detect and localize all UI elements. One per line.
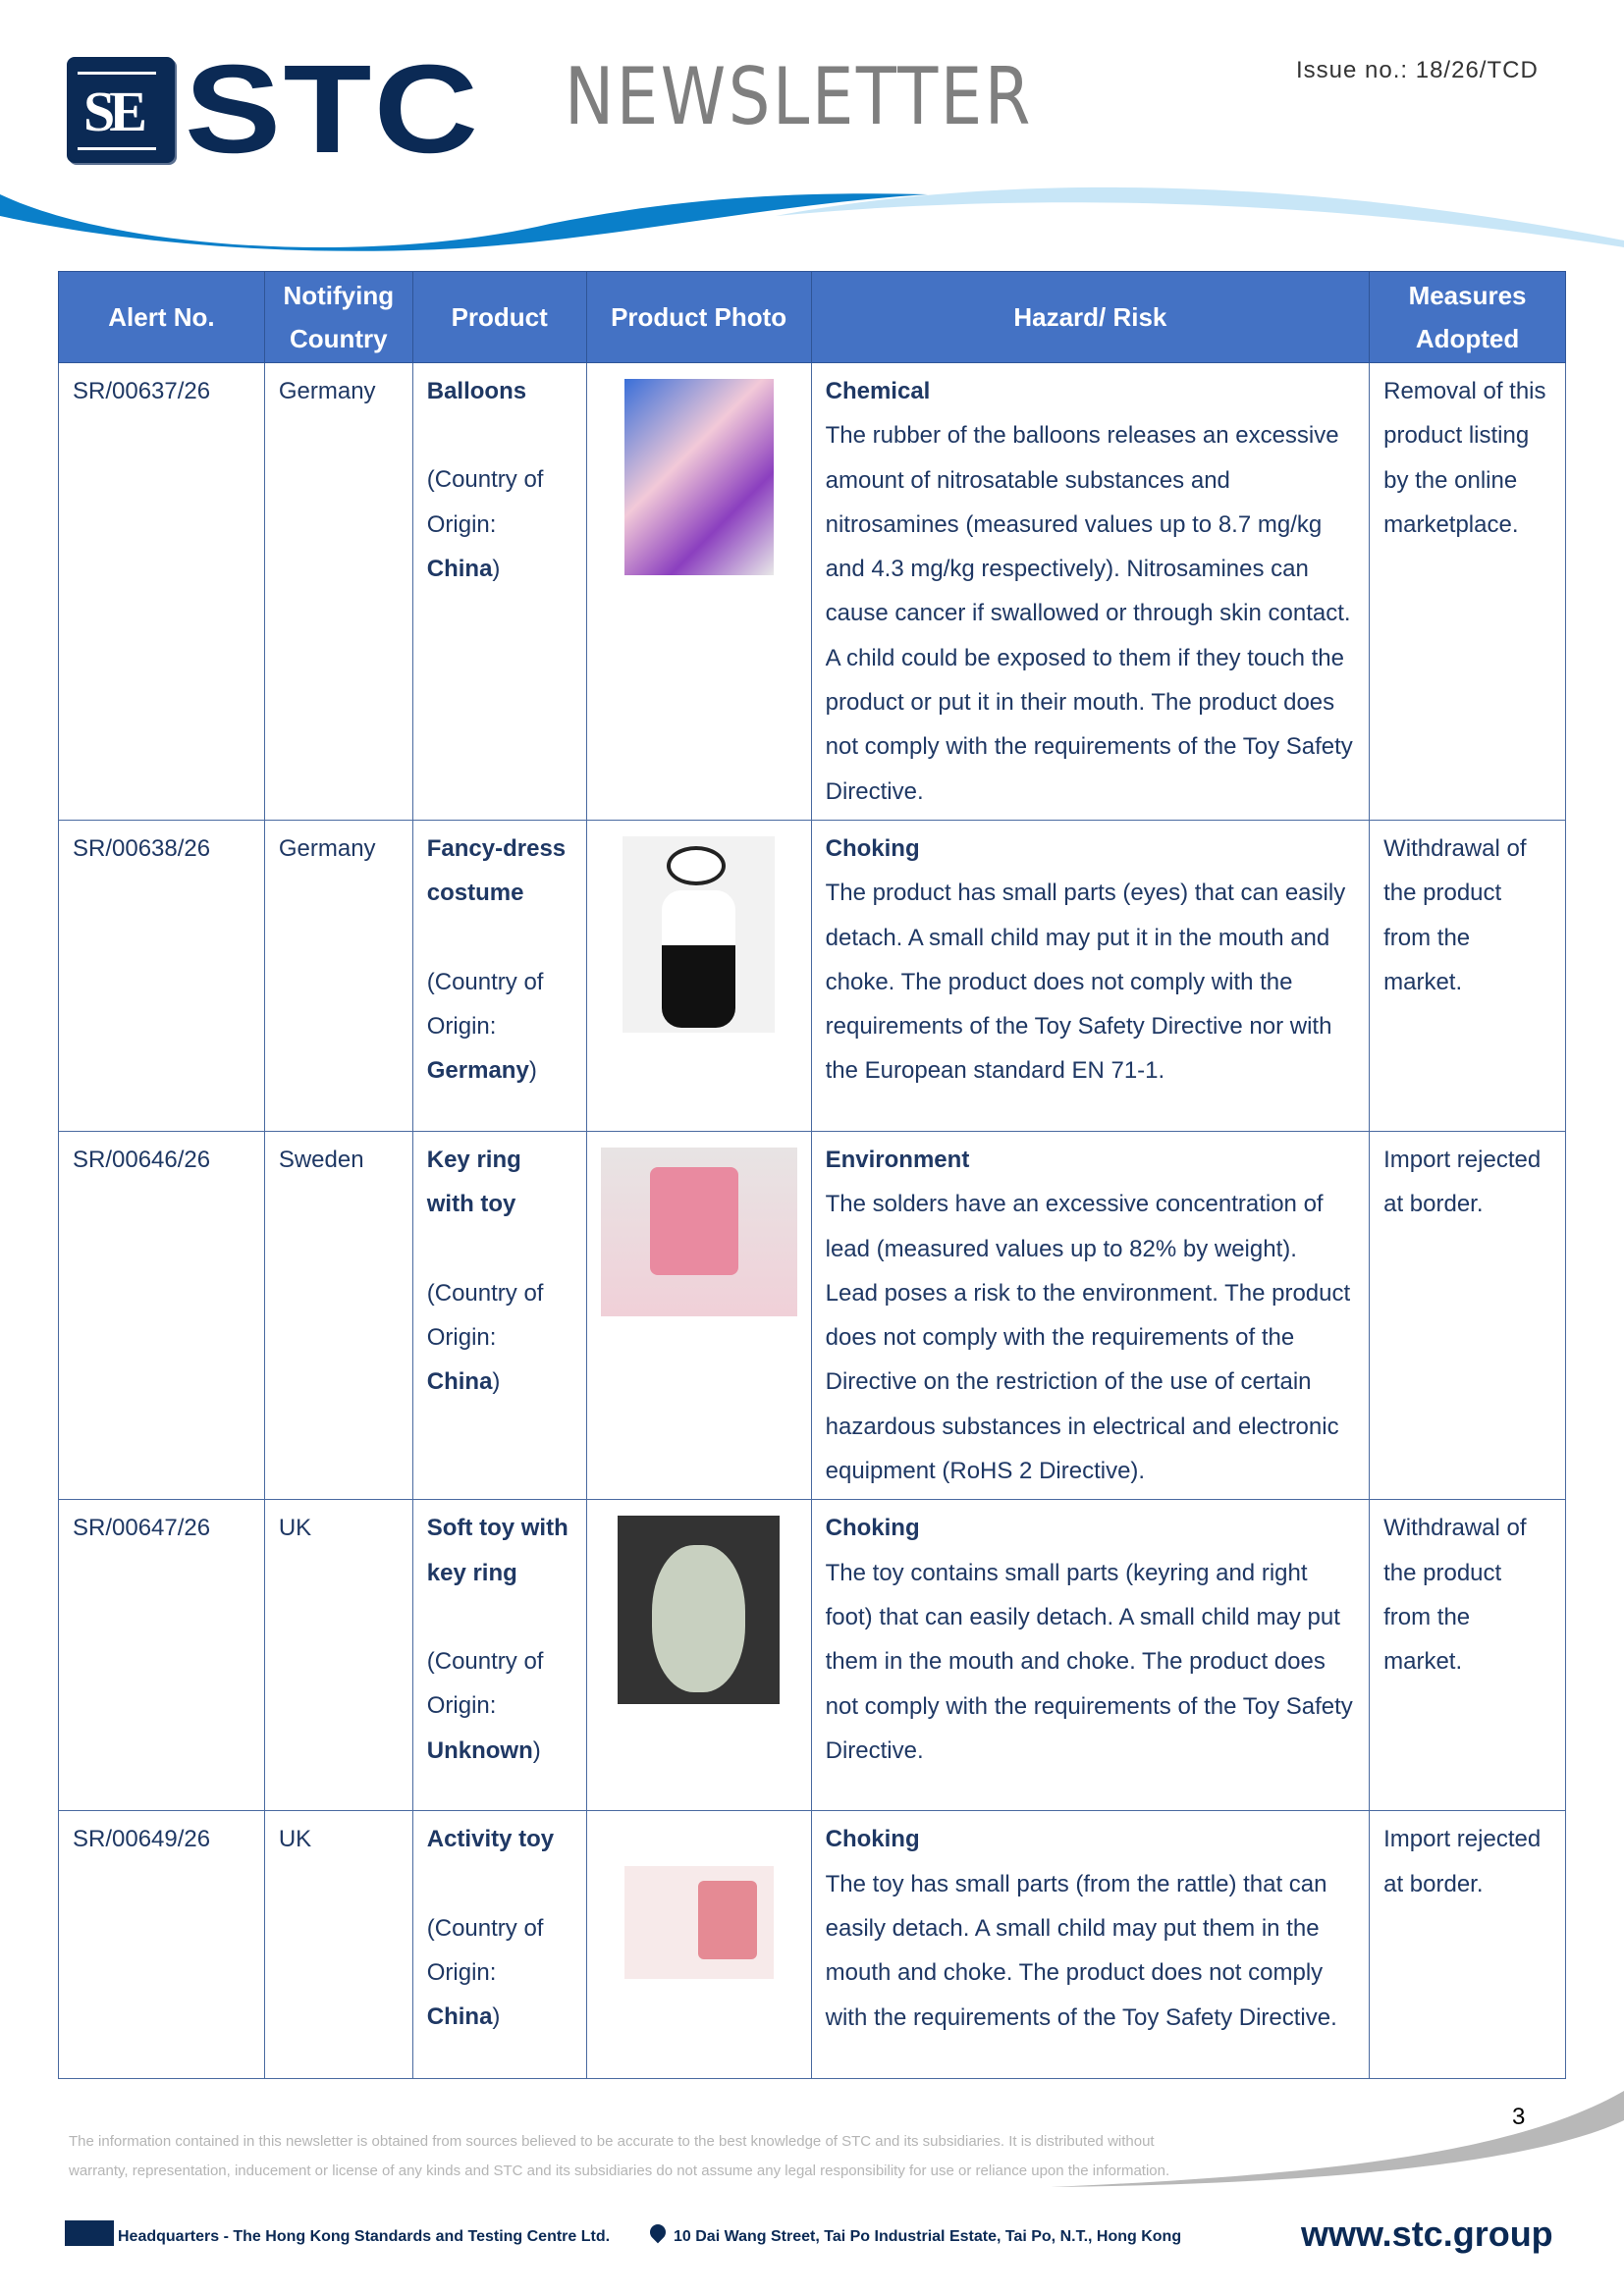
hazard-cell: Environment The solders have an excessive… (810, 1130, 1371, 1501)
origin-suffix: ) (532, 1736, 541, 1764)
product-photo-cell (585, 1499, 812, 1812)
alert-number: SR/00638/26 (58, 819, 265, 1132)
origin-label: (Country of Origin: (426, 1647, 544, 1720)
notifying-country: Germany (263, 819, 413, 1132)
location-pin-icon (646, 2220, 670, 2244)
hazard-type: Choking (825, 1515, 920, 1542)
alert-number: SR/00647/26 (58, 1499, 265, 1812)
notifying-country: Sweden (263, 1130, 413, 1501)
product-cell: Fancy-dress costume (Country of Origin: G… (411, 819, 587, 1132)
origin-country: China (426, 1368, 493, 1396)
website-link[interactable]: www.stc.group (1301, 2214, 1553, 2254)
origin-suffix: ) (528, 1057, 537, 1085)
hazard-description: The toy has small parts (from the rattle… (825, 1870, 1337, 2031)
measures-adopted: Removal of this product listing by the o… (1369, 362, 1566, 821)
footer-swoosh (1051, 2091, 1624, 2187)
product-name: Key ring with toy (426, 1146, 521, 1218)
product-cell: Soft toy with key ring (Country of Origin… (411, 1499, 587, 1812)
col-country: Notifying Country (263, 271, 413, 363)
hazard-description: The rubber of the balloons releases an e… (825, 422, 1353, 805)
col-hazard: Hazard/ Risk (810, 271, 1371, 363)
headquarters-text: Headquarters - The Hong Kong Standards a… (118, 2228, 611, 2245)
product-photo-cell (585, 362, 812, 821)
alerts-table: Alert No. Notifying Country Product Prod… (58, 271, 1566, 2080)
disclaimer-line-2: warranty, representation, inducement or … (69, 2163, 1170, 2179)
hazard-type: Environment (825, 1146, 970, 1173)
origin-country: Unknown (426, 1736, 533, 1764)
soft-toy-photo (618, 1516, 781, 1705)
notifying-country: UK (263, 1499, 413, 1812)
alert-number: SR/00649/26 (58, 1810, 265, 2080)
hazard-type: Choking (825, 1826, 920, 1853)
product-photo-cell (585, 1810, 812, 2080)
header-swoosh (0, 187, 1624, 251)
hazard-description: The solders have an excessive concentrat… (825, 1191, 1351, 1485)
alert-number: SR/00646/26 (58, 1130, 265, 1501)
measures-adopted: Import rejected at border. (1369, 1810, 1566, 2080)
stc-logo-text: STC (185, 39, 481, 180)
product-photo-cell (585, 819, 812, 1132)
table-row: SR/00637/26 Germany Balloons (Country of … (58, 362, 1566, 821)
table-row: SR/00646/26 Sweden Key ring with toy (Cou… (58, 1130, 1566, 1501)
hazard-type: Choking (825, 834, 920, 862)
notifying-country: UK (263, 1810, 413, 2080)
origin-label: (Country of Origin: (426, 1914, 544, 1986)
col-product: Product (411, 271, 587, 363)
product-cell: Activity toy (Country of Origin: China) (411, 1810, 587, 2080)
origin-label: (Country of Origin: (426, 466, 544, 538)
address-text: 10 Dai Wang Street, Tai Po Industrial Es… (674, 2228, 1182, 2245)
stc-logo-emblem: SE (67, 57, 175, 163)
table-row: SR/00649/26 UK Activity toy (Country of O… (58, 1810, 1566, 2080)
panda-costume-photo (623, 835, 776, 1033)
table-row: SR/00647/26 UK Soft toy with key ring (Co… (58, 1499, 1566, 1812)
origin-suffix: ) (492, 555, 501, 582)
newsletter-title: NEWSLETTER (565, 51, 1034, 142)
issue-number: Issue no.: 18/26/TCD (1296, 57, 1539, 83)
product-name: Activity toy (426, 1826, 555, 1853)
notifying-country: Germany (263, 362, 413, 821)
hazard-description: The toy contains small parts (keyring an… (825, 1559, 1353, 1764)
col-measures: Measures Adopted (1369, 271, 1566, 363)
origin-suffix: ) (492, 2003, 501, 2031)
hazard-cell: Choking The toy has small parts (from the… (810, 1810, 1371, 2080)
hazard-description: The product has small parts (eyes) that … (825, 880, 1346, 1085)
product-name: Soft toy with key ring (426, 1515, 568, 1586)
page-number: 3 (1512, 2104, 1526, 2130)
measures-adopted: Withdrawal of the product from the marke… (1369, 819, 1566, 1132)
product-cell: Key ring with toy (Country of Origin: Chi… (411, 1130, 587, 1501)
col-photo: Product Photo (585, 271, 812, 363)
product-name: Fancy-dress costume (426, 834, 567, 907)
table-row: SR/00638/26 Germany Fancy-dress costume (… (58, 819, 1566, 1132)
origin-label: (Country of Origin: (426, 1279, 544, 1351)
balloons-photo (623, 379, 774, 575)
activity-toy-photo (623, 1866, 774, 1980)
measures-adopted: Import rejected at border. (1369, 1130, 1566, 1501)
origin-country: Germany (426, 1057, 529, 1085)
origin-label: (Country of Origin: (426, 968, 544, 1040)
origin-country: China (426, 2003, 493, 2031)
origin-suffix: ) (492, 1368, 501, 1396)
hazard-cell: Chemical The rubber of the balloons relea… (810, 362, 1371, 821)
col-alert-no: Alert No. (58, 271, 265, 363)
origin-country: China (426, 555, 493, 582)
measures-adopted: Withdrawal of the product from the marke… (1369, 1499, 1566, 1812)
disclaimer-line-1: The information contained in this newsle… (69, 2133, 1155, 2150)
building-icon (65, 2220, 114, 2246)
hazard-cell: Choking The product has small parts (eyes… (810, 819, 1371, 1132)
product-photo-cell (585, 1130, 812, 1501)
product-name: Balloons (426, 378, 527, 404)
product-cell: Balloons (Country of Origin: China) (411, 362, 587, 821)
key-ring-photo (600, 1147, 797, 1316)
hazard-cell: Choking The toy contains small parts (key… (810, 1499, 1371, 1812)
alert-number: SR/00637/26 (58, 362, 265, 821)
hazard-type: Chemical (825, 378, 931, 404)
